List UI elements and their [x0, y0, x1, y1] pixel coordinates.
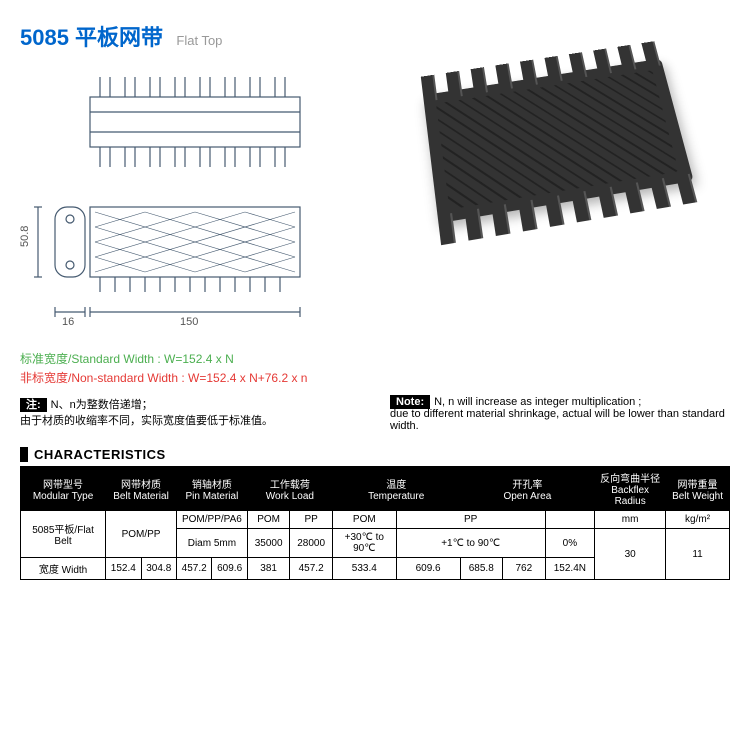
cell-w5: 381 — [247, 558, 290, 580]
cell-w4: 609.6 — [212, 558, 247, 580]
title-sub: Flat Top — [176, 33, 222, 48]
cell-pin1: POM/PP/PA6 — [176, 511, 247, 529]
cell-wl2: 28000 — [290, 529, 333, 558]
cell-widthlbl: 宽度 Width — [21, 558, 106, 580]
standard-width: 标准宽度/Standard Width : W=152.4 x N — [20, 350, 730, 367]
cell-w8: 609.6 — [396, 558, 460, 580]
nonstandard-width: 非标宽度/Non-standard Width : W=152.4 x N+76… — [20, 369, 730, 386]
cell-w6: 457.2 — [290, 558, 333, 580]
product-photo — [380, 67, 730, 207]
cell-w9: 685.8 — [460, 558, 503, 580]
cell-w10: 762 — [503, 558, 546, 580]
title-main: 5085 平板网带 — [20, 25, 163, 50]
note-en-1: N, n will increase as integer multiplica… — [434, 396, 641, 408]
cell-pin2: Diam 5mm — [176, 529, 247, 558]
table-row: 5085平板/Flat Belt POM/PP POM/PP/PA6 POM P… — [21, 511, 730, 529]
th-bw: 网带重量Belt Weight — [666, 467, 730, 511]
cell-wlh2: PP — [290, 511, 333, 529]
cell-type: 5085平板/Flat Belt — [21, 511, 106, 558]
technical-drawing: 50.8 16 150 — [20, 67, 360, 330]
note-en: Note: N, n will increase as integer multi… — [390, 396, 730, 432]
note-cn: 注: N、n为整数倍递增； 由于材质的收缩率不同，实际宽度值要低于标准值。 — [20, 396, 360, 432]
cell-tmph2: PP — [396, 511, 545, 529]
cell-bfru: mm — [595, 511, 666, 529]
section-header: CHARACTERISTICS — [20, 447, 730, 462]
cell-tmp1: +30℃ to 90℃ — [332, 529, 396, 558]
note-cn-1: N、n为整数倍递增； — [51, 399, 153, 411]
cell-w1: 152.4 — [106, 558, 141, 580]
cell-mat: POM/PP — [106, 511, 177, 558]
th-type: 网带型号Modular Type — [21, 467, 106, 511]
cell-wlh1: POM — [247, 511, 290, 529]
cell-tmph1: POM — [332, 511, 396, 529]
cell-w2: 304.8 — [141, 558, 176, 580]
th-pin: 销轴材质Pin Material — [176, 467, 247, 511]
cell-open: 0% — [545, 529, 595, 558]
belt-render — [423, 59, 694, 224]
cell-openh — [545, 511, 595, 529]
th-temp: 温度Temperature — [332, 467, 460, 511]
note-badge-en: Note: — [390, 395, 430, 409]
cell-w3: 457.2 — [176, 558, 211, 580]
note-cn-2: 由于材质的收缩率不同，实际宽度值要低于标准值。 — [20, 415, 273, 427]
th-mat: 网带材质Belt Material — [106, 467, 177, 511]
dim-height: 50.8 — [20, 226, 31, 247]
cell-bfr: 30 — [595, 529, 666, 580]
cell-w7: 533.4 — [332, 558, 396, 580]
dim-small: 16 — [62, 316, 74, 327]
characteristics-table: 网带型号Modular Type 网带材质Belt Material 销轴材质P… — [20, 466, 730, 580]
th-bfr: 反向弯曲半径Backflex Radius — [595, 467, 666, 511]
cell-bw: 11 — [666, 529, 730, 580]
spec-lines: 标准宽度/Standard Width : W=152.4 x N 非标宽度/N… — [20, 350, 730, 386]
note-row: 注: N、n为整数倍递增； 由于材质的收缩率不同，实际宽度值要低于标准值。 Not… — [20, 396, 730, 432]
th-load: 工作载荷Work Load — [247, 467, 332, 511]
table-header-row: 网带型号Modular Type 网带材质Belt Material 销轴材质P… — [21, 467, 730, 511]
dim-length: 150 — [180, 316, 198, 327]
cell-tmp2: +1℃ to 90℃ — [396, 529, 545, 558]
note-en-2: due to different material shrinkage, act… — [390, 408, 725, 432]
th-open: 开孔率Open Area — [460, 467, 595, 511]
diagrams-row: 50.8 16 150 — [20, 67, 730, 330]
cell-bwu: kg/m² — [666, 511, 730, 529]
cell-wl1: 35000 — [247, 529, 290, 558]
cell-w11: 152.4N — [545, 558, 595, 580]
note-badge-cn: 注: — [20, 398, 47, 412]
